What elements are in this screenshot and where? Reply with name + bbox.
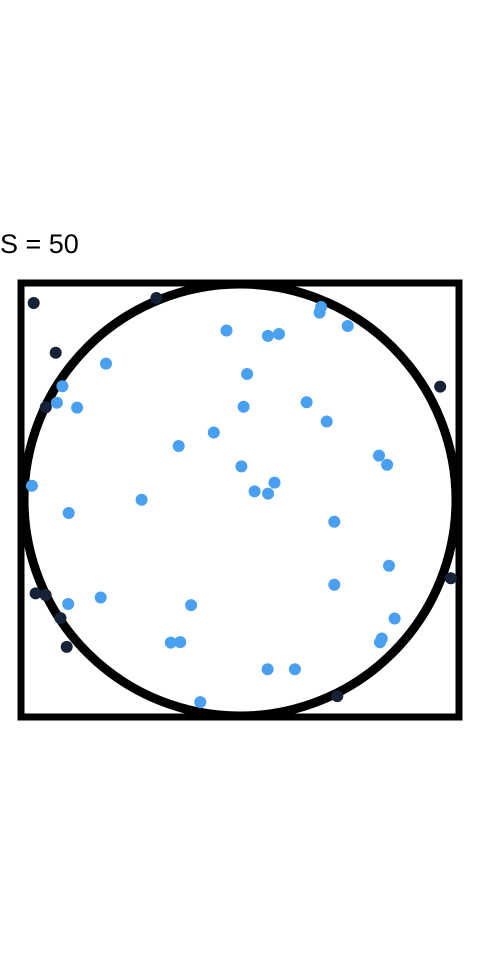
inside-point — [62, 598, 75, 610]
inside-point — [164, 636, 177, 649]
inside-point — [300, 396, 313, 409]
inside-point — [248, 485, 261, 498]
outside-point — [49, 346, 62, 359]
inside-point — [320, 415, 333, 428]
inside-point — [388, 612, 401, 625]
unit-circle — [19, 279, 461, 721]
inside-point — [261, 663, 274, 676]
inside-point — [261, 329, 274, 342]
inside-point — [207, 426, 220, 439]
outside-point — [60, 640, 73, 653]
inside-point — [381, 458, 394, 471]
sample-points — [25, 292, 457, 709]
inside-point — [135, 493, 148, 506]
inside-point — [383, 559, 395, 572]
inside-point — [273, 328, 285, 340]
inside-point — [328, 578, 341, 591]
inside-point — [100, 357, 112, 370]
inside-point — [220, 324, 233, 337]
inside-point — [62, 507, 75, 519]
outside-point — [39, 589, 52, 601]
inside-point — [341, 320, 354, 332]
inside-point — [374, 636, 386, 649]
outside-point — [331, 690, 344, 703]
inside-point — [185, 599, 198, 612]
inside-point — [50, 396, 63, 409]
outside-point — [444, 572, 457, 585]
inside-point — [237, 400, 250, 413]
inside-point — [71, 401, 84, 414]
outside-point — [54, 612, 67, 625]
inside-point — [194, 696, 207, 709]
inside-point — [235, 460, 248, 473]
sample-count-label: S = 50 — [0, 229, 79, 259]
inside-point — [174, 636, 187, 649]
inside-point — [56, 380, 69, 393]
outside-point — [27, 297, 40, 309]
outside-point — [150, 292, 163, 304]
inside-point — [262, 487, 275, 500]
inside-point — [288, 663, 301, 676]
inside-point — [315, 301, 327, 313]
inside-point — [268, 476, 281, 489]
inside-point — [328, 515, 341, 528]
inside-point — [373, 449, 385, 462]
inside-point — [172, 440, 185, 452]
inside-point — [241, 368, 254, 380]
outside-point — [29, 587, 42, 600]
outside-point — [434, 380, 447, 393]
inside-point — [25, 479, 38, 492]
outside-point — [39, 401, 52, 414]
inside-point — [94, 591, 107, 604]
